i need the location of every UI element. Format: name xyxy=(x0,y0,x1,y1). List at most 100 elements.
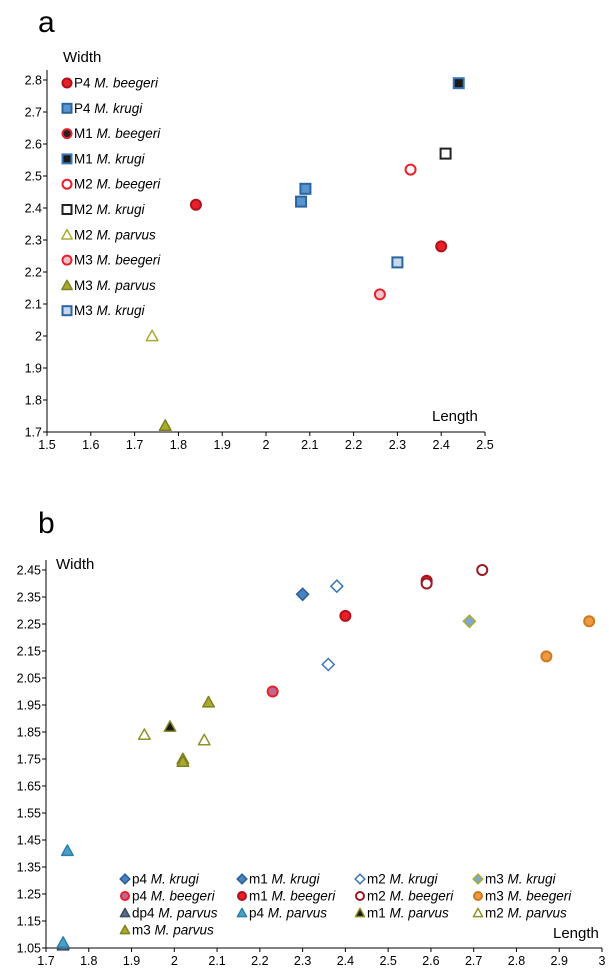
legend-tooth: P4 xyxy=(74,76,94,91)
point-m2-mparvus xyxy=(197,733,211,746)
legend-species: M. parvus xyxy=(508,906,568,921)
legend-label: M2 M. krugi xyxy=(74,202,146,217)
y-tick-label: 1.9 xyxy=(25,362,42,376)
y-tick-label: 1.95 xyxy=(17,699,41,713)
point-m3-mbeegeri xyxy=(373,288,386,301)
legend-species: M. krugi xyxy=(97,151,146,166)
x-tick-label: 2.8 xyxy=(508,954,525,968)
y-tick-label: 1.55 xyxy=(17,807,41,821)
legend-tooth: M1 xyxy=(74,126,97,141)
x-tick-label: 2.5 xyxy=(379,954,396,968)
y-tick-label: 1.15 xyxy=(17,915,41,929)
legend-label: P4 M. beegeri xyxy=(74,76,159,91)
x-tick-label: 1.6 xyxy=(82,438,99,452)
legend-marker-m3 xyxy=(61,254,73,266)
legend-species: M. beegeri xyxy=(97,126,162,141)
legend-label: M2 M. parvus xyxy=(74,227,156,242)
legend-tooth: M3 xyxy=(74,253,97,268)
legend-species: M. beegeri xyxy=(97,177,162,192)
legend-item: M3 M. beegeri xyxy=(61,253,161,268)
point-p4-mkrugi xyxy=(295,587,310,602)
legend-tooth: p4 xyxy=(132,872,151,887)
x-tick-label: 2.1 xyxy=(208,954,225,968)
legend-label: M1 M. krugi xyxy=(74,151,146,166)
legend-tooth: M2 xyxy=(74,227,97,242)
legend-item: P4 M. krugi xyxy=(61,101,143,116)
panel-a-ylabel: Width xyxy=(63,49,101,66)
legend-tooth: M2 xyxy=(74,202,97,217)
y-tick-label: 2.15 xyxy=(17,645,41,659)
legend-item: M1 M. krugi xyxy=(61,151,146,166)
y-tick-label: 2.4 xyxy=(25,202,42,216)
legend-item: m3 M. parvus xyxy=(119,923,214,938)
x-tick-label: 1.5 xyxy=(38,438,55,452)
legend-tooth: m2 xyxy=(485,906,508,921)
legend-item: M1 M. beegeri xyxy=(61,126,162,141)
legend-label: M2 M. beegeri xyxy=(74,177,161,192)
legend-label: M3 M. parvus xyxy=(74,278,156,293)
x-tick-label: 2.1 xyxy=(301,438,318,452)
x-tick-label: 2.9 xyxy=(551,954,568,968)
y-tick-label: 1.35 xyxy=(17,861,41,875)
x-tick-label: 2.4 xyxy=(433,438,450,452)
point-m3-mparvus xyxy=(176,755,190,768)
legend-marker-p4 xyxy=(61,102,73,114)
point-m2-mbeegeri xyxy=(420,577,433,590)
legend-tooth: m2 xyxy=(367,872,390,887)
y-tick-label: 1.85 xyxy=(17,726,41,740)
legend-marker-m2 xyxy=(61,204,73,215)
x-tick-label: 2.2 xyxy=(345,438,362,452)
point-m2-mkrugi xyxy=(439,147,452,160)
legend-marker-dp4 xyxy=(119,907,131,918)
point-p4-mbeegeri xyxy=(266,685,279,698)
legend-item: m2 M. krugi xyxy=(354,872,439,887)
legend-item: M2 M. krugi xyxy=(61,202,146,217)
legend-label: m3 M. parvus xyxy=(132,923,214,938)
legend-species: M. krugi xyxy=(508,872,557,887)
panel-b-ylabel: Width xyxy=(56,556,94,573)
legend-marker-m1 xyxy=(354,907,366,918)
legend-species: M. krugi xyxy=(151,872,200,887)
legend-marker-m2 xyxy=(354,873,366,885)
legend-item: M2 M. parvus xyxy=(61,227,156,242)
point-m1-mbeegeri xyxy=(339,609,352,622)
legend-item: M3 M. parvus xyxy=(61,278,156,293)
legend-species: M. beegeri xyxy=(94,76,159,91)
x-tick-label: 1.7 xyxy=(37,954,54,968)
legend-species: M. parvus xyxy=(390,906,450,921)
legend-item: p4 M. beegeri xyxy=(120,889,216,904)
y-tick-label: 1.65 xyxy=(17,780,41,794)
point-m1-mkrugi xyxy=(452,77,465,90)
point-m3-mkrugi xyxy=(391,256,404,269)
y-tick-label: 1.25 xyxy=(17,888,41,902)
y-tick-label: 1.75 xyxy=(17,753,41,767)
legend-label: m3 M. krugi xyxy=(485,872,557,887)
legend-item: p4 M. parvus xyxy=(236,906,327,921)
legend-species: M. krugi xyxy=(97,202,146,217)
panel-a-label: a xyxy=(38,6,55,39)
legend-label: m1 M. krugi xyxy=(249,872,321,887)
x-tick-label: 1.7 xyxy=(126,438,143,452)
legend-species: M. parvus xyxy=(97,278,157,293)
point-m3-mbeegeri xyxy=(540,650,553,663)
x-tick-label: 1.9 xyxy=(214,438,231,452)
point-m2-mparvus xyxy=(145,329,159,342)
legend-tooth: dp4 xyxy=(132,906,158,921)
legend-label: M3 M. krugi xyxy=(74,303,146,318)
legend-marker-m3 xyxy=(61,305,73,317)
x-tick-label: 2 xyxy=(171,954,178,968)
point-m3-mparvus xyxy=(158,419,172,431)
x-tick-label: 2.3 xyxy=(389,438,406,452)
point-m2-mparvus xyxy=(137,728,151,741)
legend-tooth: M3 xyxy=(74,278,97,293)
legend-species: M. beegeri xyxy=(390,889,455,904)
x-tick-label: 3 xyxy=(599,954,606,968)
legend-tooth: P4 xyxy=(74,101,94,116)
legend-tooth: p4 xyxy=(132,889,151,904)
point-m2-mbeegeri xyxy=(476,564,489,576)
point-p4-mbeegeri xyxy=(435,240,448,253)
y-tick-label: 2.3 xyxy=(25,234,42,248)
point-m2-mbeegeri xyxy=(404,163,417,176)
legend-label: p4 M. krugi xyxy=(132,872,200,887)
point-m1-mparvus xyxy=(163,720,177,732)
